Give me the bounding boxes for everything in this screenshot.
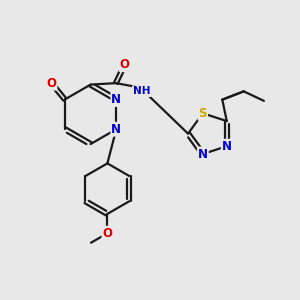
Text: N: N bbox=[111, 123, 121, 136]
Text: N: N bbox=[198, 148, 208, 160]
Text: O: O bbox=[102, 227, 112, 240]
Text: O: O bbox=[120, 58, 130, 71]
Text: O: O bbox=[46, 76, 56, 90]
Text: NH: NH bbox=[133, 86, 150, 96]
Text: N: N bbox=[222, 140, 232, 153]
Text: S: S bbox=[199, 107, 207, 120]
Text: N: N bbox=[111, 93, 121, 106]
